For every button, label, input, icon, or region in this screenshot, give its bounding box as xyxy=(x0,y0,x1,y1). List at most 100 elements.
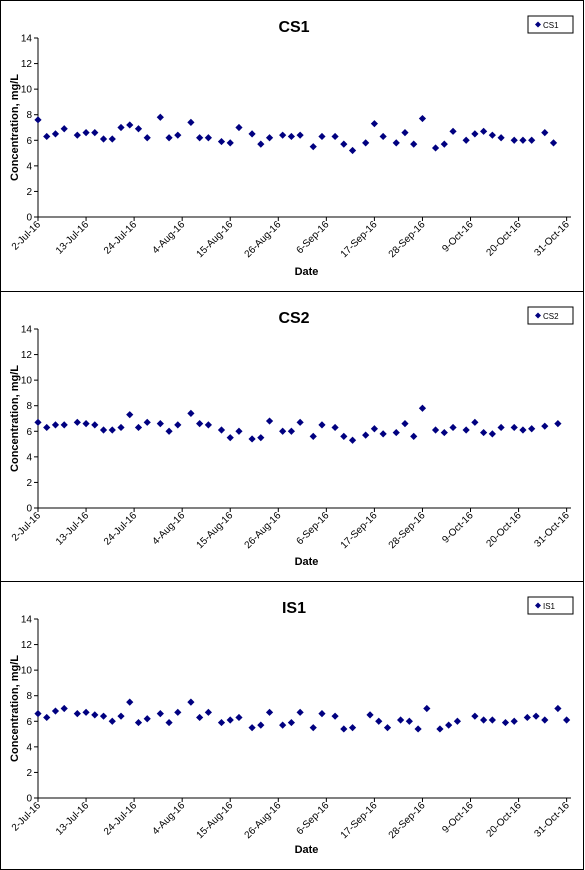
x-tick-label: 20-Oct-16 xyxy=(484,800,524,840)
x-axis-label: Date xyxy=(295,844,319,856)
data-point xyxy=(440,428,448,437)
data-point xyxy=(348,436,357,444)
data-point xyxy=(554,704,562,713)
y-tick-label: 8 xyxy=(26,110,32,121)
legend-label: IS1 xyxy=(543,602,556,611)
x-tick-label: 20-Oct-16 xyxy=(484,510,524,550)
data-point xyxy=(296,131,304,139)
data-point xyxy=(362,431,370,439)
data-point xyxy=(488,430,496,438)
data-point xyxy=(91,129,99,137)
data-point xyxy=(43,132,51,141)
data-point xyxy=(287,132,295,141)
data-point xyxy=(257,434,265,442)
x-tick-label: 24-Jul-16 xyxy=(102,800,140,838)
y-tick-label: 2 xyxy=(26,478,32,489)
x-tick-label: 13-Jul-16 xyxy=(54,219,92,257)
data-point xyxy=(117,123,125,132)
data-point xyxy=(318,710,326,718)
x-tick-label: 13-Jul-16 xyxy=(54,510,92,548)
data-point xyxy=(174,131,182,139)
data-point xyxy=(401,420,409,428)
data-point xyxy=(471,130,479,138)
y-tick-label: 14 xyxy=(21,615,33,626)
data-point xyxy=(414,725,422,733)
data-point xyxy=(257,721,265,729)
data-point xyxy=(497,134,505,142)
data-point xyxy=(405,717,413,725)
data-point xyxy=(436,725,444,733)
y-axis-label: Concentration, mg/L xyxy=(9,74,21,181)
x-tick-label: 6-Sep-16 xyxy=(295,800,332,837)
data-point xyxy=(309,143,317,151)
data-point xyxy=(73,131,81,139)
y-tick-label: 8 xyxy=(26,401,32,412)
data-point xyxy=(309,724,317,732)
data-point xyxy=(51,421,60,429)
data-point xyxy=(174,708,182,716)
data-point xyxy=(187,118,195,126)
data-point xyxy=(226,716,234,724)
data-point xyxy=(287,718,295,727)
x-tick-label: 24-Jul-16 xyxy=(102,510,140,548)
data-point xyxy=(318,132,326,141)
y-tick-label: 10 xyxy=(21,85,33,96)
data-point xyxy=(60,125,68,133)
x-tick-label: 31-Oct-16 xyxy=(533,219,573,259)
data-point xyxy=(99,135,108,143)
x-tick-label: 2-Jul-16 xyxy=(10,800,44,834)
data-point xyxy=(375,717,383,725)
y-axis-label: Concentration, mg/L xyxy=(9,365,21,472)
y-tick-label: 8 xyxy=(26,691,32,702)
data-point xyxy=(418,114,427,123)
data-point xyxy=(265,134,274,142)
data-point xyxy=(34,418,42,426)
y-tick-label: 0 xyxy=(26,213,32,224)
data-point xyxy=(187,698,195,706)
data-point xyxy=(34,710,42,718)
x-tick-label: 4-Aug-16 xyxy=(150,219,187,256)
x-tick-label: 31-Oct-16 xyxy=(533,510,573,550)
data-point xyxy=(410,432,418,440)
data-point xyxy=(196,134,204,142)
chart-title: CS1 xyxy=(278,19,309,36)
data-point xyxy=(510,423,518,432)
chart-svg: CS2 Concentration, mg/L Date 0 2 4 6 8 10 12 14 2-J… xyxy=(9,306,574,568)
data-point xyxy=(60,704,68,713)
x-tick-label: 6-Sep-16 xyxy=(295,219,332,256)
data-point xyxy=(204,708,212,716)
data-point xyxy=(471,418,479,426)
data-point xyxy=(287,427,295,435)
data-point xyxy=(523,713,531,722)
data-point xyxy=(117,423,125,432)
data-point xyxy=(462,426,470,434)
data-point xyxy=(156,113,164,121)
data-point xyxy=(541,129,549,137)
data-point xyxy=(126,411,134,419)
x-tick-label: 15-Aug-16 xyxy=(195,219,236,260)
data-point xyxy=(370,425,379,433)
data-point xyxy=(143,715,151,723)
x-tick-label: 24-Jul-16 xyxy=(102,219,140,257)
data-point xyxy=(60,421,68,429)
y-tick-label: 6 xyxy=(26,136,32,147)
x-tick-label: 4-Aug-16 xyxy=(150,510,187,547)
data-point xyxy=(265,417,274,425)
data-point xyxy=(82,420,90,428)
x-axis-label: Date xyxy=(295,556,319,568)
data-point xyxy=(279,427,287,435)
x-tick-label: 15-Aug-16 xyxy=(195,510,236,551)
data-point xyxy=(519,136,527,144)
data-point xyxy=(235,123,243,132)
data-point xyxy=(43,423,51,432)
data-point xyxy=(217,137,226,146)
data-point xyxy=(34,116,42,124)
data-point xyxy=(563,716,571,724)
data-point xyxy=(134,718,143,727)
data-point xyxy=(217,718,226,727)
data-point xyxy=(410,140,418,148)
data-point xyxy=(471,712,479,720)
data-point xyxy=(108,717,116,725)
chart-panel-cs2: CS2 Concentration, mg/L Date 0 2 4 6 8 10 12 14 2-J… xyxy=(0,291,584,582)
y-tick-label: 14 xyxy=(21,325,33,336)
